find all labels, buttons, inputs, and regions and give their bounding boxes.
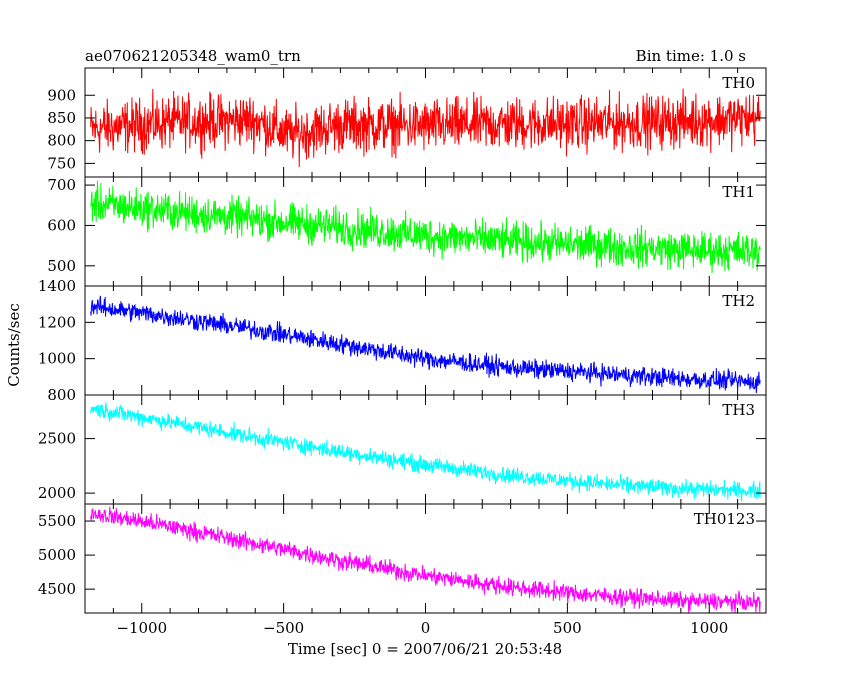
y-tick-label-TH0: 850 bbox=[47, 109, 76, 127]
bin-time-label: Bin time: 1.0 s bbox=[636, 47, 746, 65]
x-tick-label: 0 bbox=[421, 619, 431, 637]
series-label-TH2: TH2 bbox=[722, 292, 755, 310]
series-line-TH1 bbox=[90, 180, 761, 273]
x-tick-label: 1000 bbox=[690, 619, 728, 637]
y-axis-label: Counts/sec bbox=[5, 303, 23, 387]
y-tick-label-TH0123: 5000 bbox=[38, 546, 76, 564]
series-label-TH0123: TH0123 bbox=[694, 510, 755, 528]
y-tick-label-TH2: 1400 bbox=[38, 277, 76, 295]
y-tick-label-TH3: 2500 bbox=[38, 430, 76, 448]
x-tick-label: 500 bbox=[553, 619, 582, 637]
y-tick-label-TH3: 2000 bbox=[38, 484, 76, 502]
y-tick-label-TH1: 500 bbox=[47, 257, 76, 275]
x-tick-label: −1000 bbox=[116, 619, 167, 637]
chart-title: ae070621205348_wam0_trn bbox=[85, 47, 301, 65]
y-tick-label-TH2: 800 bbox=[47, 386, 76, 404]
series-line-TH0123 bbox=[90, 506, 761, 614]
y-tick-label-TH0123: 5500 bbox=[38, 512, 76, 530]
y-tick-label-TH0: 800 bbox=[47, 132, 76, 150]
series-label-TH0: TH0 bbox=[722, 74, 755, 92]
y-tick-label-TH0: 750 bbox=[47, 154, 76, 172]
y-tick-label-TH2: 1200 bbox=[38, 313, 76, 331]
panel-frame-TH0123 bbox=[84, 503, 767, 614]
panels-group: 750 800 850 900 TH0 500 600 700 TH1 800 1000 1200 14… bbox=[38, 67, 767, 637]
series-line-TH0 bbox=[90, 88, 761, 168]
y-tick-label-TH1: 600 bbox=[47, 216, 76, 234]
y-tick-label-TH2: 1000 bbox=[38, 350, 76, 368]
y-tick-label-TH1: 700 bbox=[47, 176, 76, 194]
series-line-TH3 bbox=[90, 402, 761, 502]
series-label-TH1: TH1 bbox=[722, 183, 755, 201]
series-line-TH2 bbox=[90, 295, 761, 394]
panel-frame-TH3 bbox=[84, 394, 767, 505]
x-axis-label: Time [sec] 0 = 2007/06/21 20:53:48 bbox=[288, 640, 562, 658]
series-label-TH3: TH3 bbox=[722, 401, 755, 419]
x-tick-label: −500 bbox=[263, 619, 304, 637]
y-tick-label-TH0: 900 bbox=[47, 86, 76, 104]
y-tick-label-TH0123: 4500 bbox=[38, 580, 76, 598]
